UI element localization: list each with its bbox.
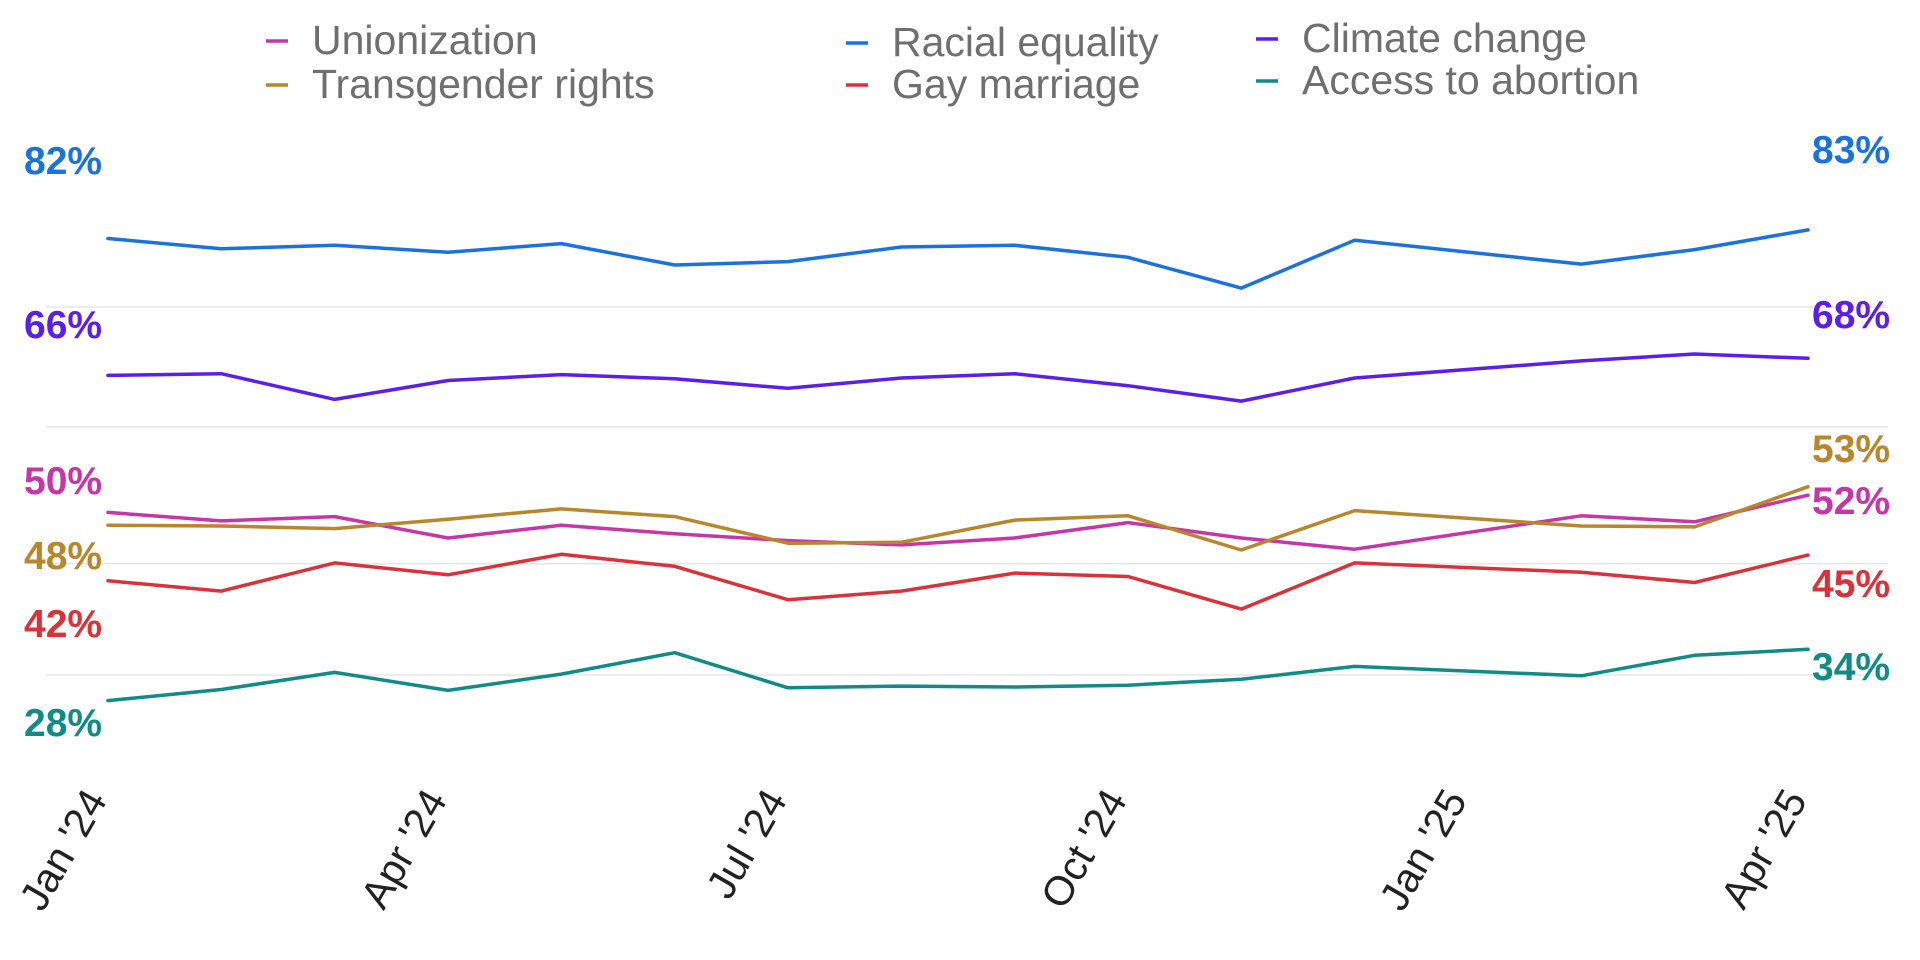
legend-item-unionization: Unionization [266,17,538,63]
series-lines [106,228,1810,703]
legend-label: Racial equality [892,19,1159,65]
series-line-access-to-abortion [106,647,1810,703]
legend-item-transgender-rights: Transgender rights [266,61,655,107]
end-label-transgender-rights: 53% [1812,428,1890,471]
start-label-transgender-rights: 48% [24,535,102,578]
gridlines [46,306,1888,676]
start-label-access-to-abortion: 28% [24,702,102,745]
x-tick-label: Jan '25 [1370,782,1475,918]
x-tick-label: Jul '24 [697,782,795,907]
legend-item-gay-marriage: Gay marriage [846,61,1140,107]
start-label-climate-change: 66% [24,304,102,347]
legend-item-climate-change: Climate change [1256,15,1587,61]
end-label-climate-change: 68% [1812,294,1890,337]
series-line-racial-equality [106,228,1810,290]
legend-item-racial-equality: Racial equality [846,19,1159,65]
series-line-transgender-rights [106,484,1810,552]
legend-label: Climate change [1302,15,1587,61]
legend-label: Unionization [312,17,538,63]
legend-item-access-to-abortion: Access to abortion [1256,57,1639,103]
start-label-racial-equality: 82% [24,140,102,183]
legend-label: Transgender rights [312,61,655,107]
value-labels: 82% 66% 50% 48% 42% 28% 83% 68% 53% 52% 45% 34% [24,129,1890,745]
end-label-unionization: 52% [1812,480,1890,523]
series-line-climate-change [106,352,1810,403]
x-tick-label: Jan '24 [10,782,115,918]
legend-label: Access to abortion [1302,57,1639,103]
start-label-unionization: 50% [24,460,102,503]
series-line-gay-marriage [106,552,1810,611]
x-tick-label: Oct '24 [1032,782,1136,916]
end-label-gay-marriage: 45% [1812,563,1890,606]
x-axis: Jan '24 Apr '24 Jul '24 Oct '24 Jan '25 Apr '… [10,782,1815,918]
start-label-gay-marriage: 42% [24,603,102,646]
legend-label: Gay marriage [892,61,1140,107]
x-tick-label: Apr '25 [1712,782,1816,916]
end-label-racial-equality: 83% [1812,129,1890,172]
series-line-unionization [106,493,1810,551]
x-tick-label: Apr '24 [352,782,456,916]
end-label-access-to-abortion: 34% [1812,646,1890,689]
